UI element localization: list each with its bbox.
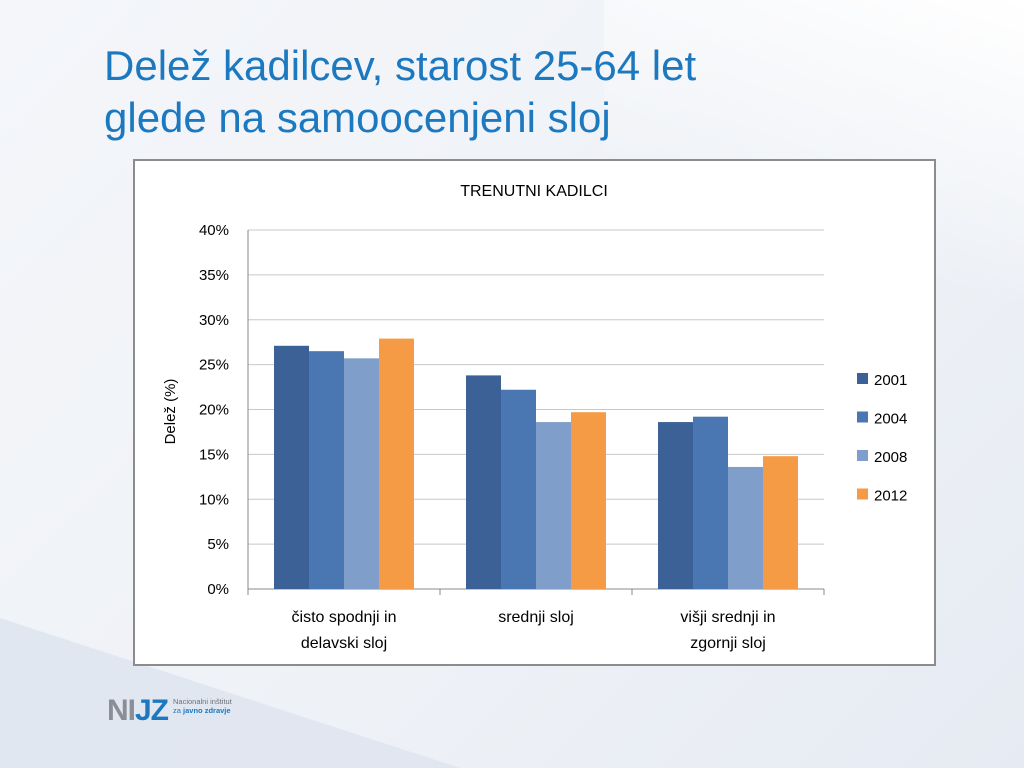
chart-title: TRENUTNI KADILCI <box>460 183 608 200</box>
legend-swatch-2012 <box>857 488 868 500</box>
logo-text-line-2: za javno zdravje <box>173 706 232 715</box>
legend-swatch-2008 <box>857 450 868 461</box>
slide-title: Delež kadilcev, starost 25-64 let glede … <box>104 40 924 144</box>
bar-chart: TRENUTNI KADILCI 0% 5% 10% 15% 20% 25% 30% 35% 40… <box>162 183 907 652</box>
slide-title-line-1: Delež kadilcev, starost 25-64 let <box>104 42 697 89</box>
logo-mark-jz: JZ <box>135 694 169 727</box>
bar-2008 <box>728 466 763 589</box>
y-tick-label: 5% <box>207 536 229 553</box>
bar-2001 <box>466 375 501 589</box>
bar-2012 <box>763 456 798 589</box>
slide-title-line-2: glede na samoocenjeni sloj <box>104 94 611 141</box>
logo-text: Nacionalni inštitut za javno zdravje <box>173 697 232 715</box>
legend-label-2008: 2008 <box>874 449 907 466</box>
x-category-label: zgornji sloj <box>690 635 766 652</box>
x-category-label: delavski sloj <box>301 635 387 652</box>
y-tick-label: 40% <box>199 222 229 239</box>
legend-label-2004: 2004 <box>874 411 907 428</box>
legend-label-2012: 2012 <box>874 488 907 505</box>
y-tick-label: 15% <box>199 446 229 463</box>
y-tick-label: 20% <box>199 402 229 419</box>
bar-2001 <box>274 345 309 589</box>
legend-swatch-2004 <box>857 411 868 423</box>
logo-text-prefix: za <box>173 706 181 715</box>
bar-2008 <box>536 422 571 589</box>
bar-2012 <box>379 338 414 589</box>
logo-text-line-1: Nacionalni inštitut <box>173 697 232 706</box>
bar-2004 <box>693 416 728 589</box>
x-category-label: čisto spodnji in <box>292 609 397 626</box>
y-tick-label: 10% <box>199 491 229 508</box>
y-axis-label: Delež (%) <box>162 379 179 445</box>
y-tick-label: 25% <box>199 357 229 374</box>
legend-swatch-2001 <box>857 373 868 384</box>
logo-mark-ni: NI <box>107 694 136 727</box>
bar-2008 <box>344 358 379 589</box>
bar-2012 <box>571 412 606 589</box>
bar-2004 <box>501 389 536 589</box>
logo-text-rest: javno zdravje <box>183 706 231 715</box>
y-tick-label: 0% <box>207 581 229 598</box>
logo-mark: NIJZ <box>107 694 169 728</box>
chart-frame: TRENUTNI KADILCI 0% 5% 10% 15% 20% 25% 30% 35% 40… <box>133 159 936 666</box>
y-tick-label: 30% <box>199 312 229 329</box>
x-category-label: višji srednji in <box>680 609 775 626</box>
legend-label-2001: 2001 <box>874 372 907 389</box>
bar-2004 <box>309 351 344 589</box>
x-category-label: srednji sloj <box>498 609 574 626</box>
y-tick-label: 35% <box>199 267 229 284</box>
bar-2001 <box>658 422 693 589</box>
